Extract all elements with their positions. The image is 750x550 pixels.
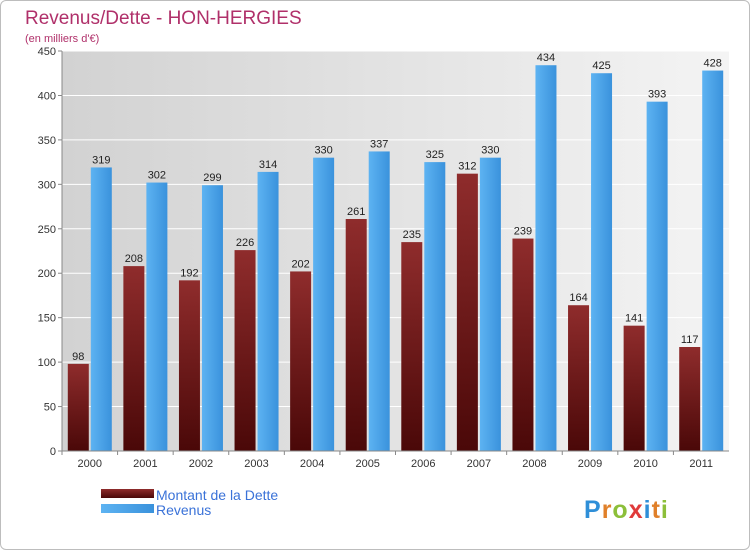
legend-label-debt: Montant de la Dette <box>156 487 278 503</box>
data-label: 325 <box>426 149 444 161</box>
legend-label-revenue: Revenus <box>156 502 211 518</box>
x-tick-label: 2008 <box>522 458 546 470</box>
chart-subtitle: (en milliers d'€) <box>25 33 99 45</box>
x-tick-label: 2004 <box>300 458 324 470</box>
legend-swatch-debt <box>101 489 154 498</box>
x-tick-label: 2010 <box>633 458 657 470</box>
data-label: 192 <box>180 267 198 279</box>
x-tick-label: 2005 <box>355 458 379 470</box>
y-tick-label: 100 <box>38 357 56 369</box>
data-label: 302 <box>148 170 166 182</box>
bar-debt-2003 <box>234 250 256 451</box>
data-label: 425 <box>592 60 610 72</box>
bar-revenue-2009 <box>591 73 613 451</box>
bar-debt-2010 <box>623 325 645 451</box>
x-tick-label: 2011 <box>689 458 713 470</box>
x-tick-label: 2003 <box>244 458 268 470</box>
y-tick-label: 0 <box>50 446 56 458</box>
bar-debt-2004 <box>290 271 312 451</box>
bar-revenue-2008 <box>535 65 557 451</box>
y-tick-label: 350 <box>38 135 56 147</box>
data-label: 299 <box>203 172 221 184</box>
data-label: 141 <box>625 313 643 325</box>
bar-revenue-2005 <box>368 151 390 451</box>
bar-revenue-2007 <box>479 157 501 451</box>
y-tick-label: 200 <box>38 268 56 280</box>
data-labels: 98 319 208 302 192 299 226 314 202 330 261 337 235 32… <box>72 52 722 363</box>
x-axis-ticks: 2000 2001 2002 2003 2004 2005 2006 2007 2008 2009… <box>61 451 713 470</box>
x-tick-label: 2002 <box>189 458 213 470</box>
data-label: 98 <box>72 351 84 363</box>
legend-swatch-revenue <box>101 504 154 513</box>
y-tick-label: 450 <box>38 46 56 58</box>
data-label: 434 <box>537 52 555 64</box>
bar-debt-2011 <box>679 347 701 451</box>
bar-revenue-2001 <box>146 182 168 452</box>
data-label: 330 <box>481 145 499 157</box>
data-label: 337 <box>370 138 388 150</box>
bar-debt-2002 <box>178 280 200 451</box>
data-label: 226 <box>236 237 254 249</box>
bar-revenue-2003 <box>257 171 279 451</box>
data-label: 314 <box>259 159 277 171</box>
chart-title: Revenus/Dette - HON-HERGIES <box>25 8 302 29</box>
y-axis-ticks: 0 50 100 150 200 250 300 350 400 450 <box>38 46 62 458</box>
data-label: 319 <box>92 154 110 166</box>
proxiti-logo: Proxiti <box>584 496 669 524</box>
y-tick-label: 50 <box>44 402 56 414</box>
bar-revenue-2006 <box>424 162 446 451</box>
data-label: 164 <box>569 292 587 304</box>
y-tick-label: 300 <box>38 179 56 191</box>
bar-revenue-2000 <box>90 167 112 451</box>
data-label: 208 <box>125 253 143 265</box>
bar-debt-2008 <box>512 238 534 451</box>
legend: Montant de la Dette Revenus <box>101 487 278 518</box>
x-tick-label: 2001 <box>133 458 157 470</box>
data-label: 239 <box>514 226 532 238</box>
plot-area <box>62 51 729 451</box>
bar-debt-2009 <box>568 305 590 451</box>
data-label: 117 <box>681 334 699 346</box>
bar-debt-2006 <box>401 242 423 451</box>
y-tick-label: 250 <box>38 224 56 236</box>
bar-revenue-2002 <box>201 185 223 451</box>
x-tick-label: 2007 <box>467 458 491 470</box>
data-label: 393 <box>648 89 666 101</box>
data-label: 428 <box>704 58 722 70</box>
bars <box>67 65 724 452</box>
data-label: 312 <box>458 161 476 173</box>
bar-revenue-2004 <box>313 157 335 451</box>
x-tick-label: 2006 <box>411 458 435 470</box>
data-label: 235 <box>403 229 421 241</box>
data-label: 330 <box>314 145 332 157</box>
logo-text: Proxiti <box>584 496 669 524</box>
x-tick-label: 2000 <box>78 458 102 470</box>
data-label: 261 <box>347 206 365 218</box>
bar-debt-2007 <box>456 173 478 451</box>
bar-debt-2000 <box>67 363 89 451</box>
bar-debt-2001 <box>123 266 145 451</box>
grid-lines <box>62 50 729 408</box>
data-label: 202 <box>291 258 309 270</box>
bar-revenue-2010 <box>646 101 668 452</box>
bar-revenue-2011 <box>702 70 724 452</box>
y-tick-label: 150 <box>38 313 56 325</box>
bar-debt-2005 <box>345 219 367 451</box>
y-tick-label: 400 <box>38 90 56 102</box>
x-tick-label: 2009 <box>578 458 602 470</box>
